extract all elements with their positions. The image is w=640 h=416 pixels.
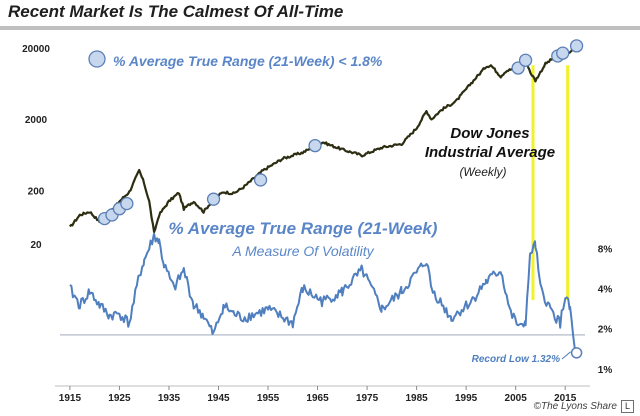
- dow-line: [69, 45, 577, 234]
- dow-subtitle: (Weekly): [459, 165, 506, 179]
- x-tick-label-6: 1975: [356, 393, 379, 402]
- dow-highlight-marker-10: [556, 46, 570, 60]
- record-low-marker: [570, 347, 583, 359]
- dow-y-tick-label-1: 2000: [25, 115, 48, 126]
- chart-title: Recent Market Is The Calmest Of All-Time: [8, 2, 344, 21]
- dow-highlight-marker-5: [253, 173, 268, 187]
- x-tick-label-9: 2005: [505, 393, 528, 402]
- title-divider: [0, 26, 640, 30]
- dow-series-group: [69, 45, 577, 234]
- x-tick-label-8: 1995: [455, 393, 478, 402]
- atr-y-tick-label-2: 4%: [598, 285, 613, 296]
- legend-label: % Average True Range (21-Week) < 1.8%: [113, 53, 383, 69]
- x-tick-label-7: 1985: [405, 393, 428, 402]
- dow-highlight-marker-8: [518, 53, 533, 67]
- x-tick-label-5: 1965: [306, 393, 329, 402]
- watermark-logo-icon: L: [621, 400, 634, 413]
- left-axis-extra-label: 20: [30, 240, 42, 251]
- record-low-annotation: Record Low 1.32%: [472, 354, 560, 365]
- vertical-highlight-bars: [531, 65, 570, 300]
- x-tick-label-2: 1935: [158, 393, 181, 402]
- watermark: ©The Lyons Share L: [534, 400, 634, 413]
- dow-highlight-marker-11: [569, 39, 584, 53]
- dow-y-tick-label-2: 20000: [22, 44, 50, 55]
- dow-highlight-marker-3: [120, 196, 134, 211]
- x-tick-label-3: 1945: [207, 393, 230, 402]
- chart-canvas: 1915 1925 1935 1945 1955 1965 1975 1985 1995 2005…: [22, 39, 612, 402]
- x-tick-label-4: 1955: [257, 393, 280, 402]
- atr-line: [69, 232, 577, 353]
- atr-series-group: [69, 232, 577, 353]
- x-tick-label-1: 1925: [108, 393, 131, 402]
- dow-title-line-2: Industrial Average: [425, 144, 555, 161]
- record-low-pointer: [561, 351, 571, 360]
- legend-marker-icon: [88, 50, 106, 68]
- dow-title-line-1: Dow Jones: [450, 125, 529, 142]
- dow-highlight-marker-6: [308, 138, 322, 153]
- atr-y-tick-label-1: 2%: [598, 325, 613, 336]
- atr-y-tick-label-0: 1%: [598, 365, 613, 376]
- atr-subtitle: A Measure Of Volatility: [231, 243, 374, 259]
- x-tick-label-0: 1915: [59, 393, 82, 402]
- chart-text-group: % Average True Range (21-Week) < 1.8% Do…: [30, 50, 560, 365]
- low-volatility-markers: [97, 39, 584, 360]
- axes-group: 1915 1925 1935 1945 1955 1965 1975 1985 1995 2005…: [22, 44, 612, 402]
- atr-title: % Average True Range (21-Week): [169, 219, 438, 238]
- dow-title: Dow Jones Industrial Average: [425, 125, 555, 161]
- dow-y-tick-label-0: 200: [28, 186, 45, 197]
- atr-y-tick-label-3: 8%: [598, 244, 613, 255]
- dow-highlight-marker-4: [206, 192, 221, 206]
- watermark-text: ©The Lyons Share: [533, 401, 617, 412]
- x-tick-label-10: 2015: [554, 393, 577, 402]
